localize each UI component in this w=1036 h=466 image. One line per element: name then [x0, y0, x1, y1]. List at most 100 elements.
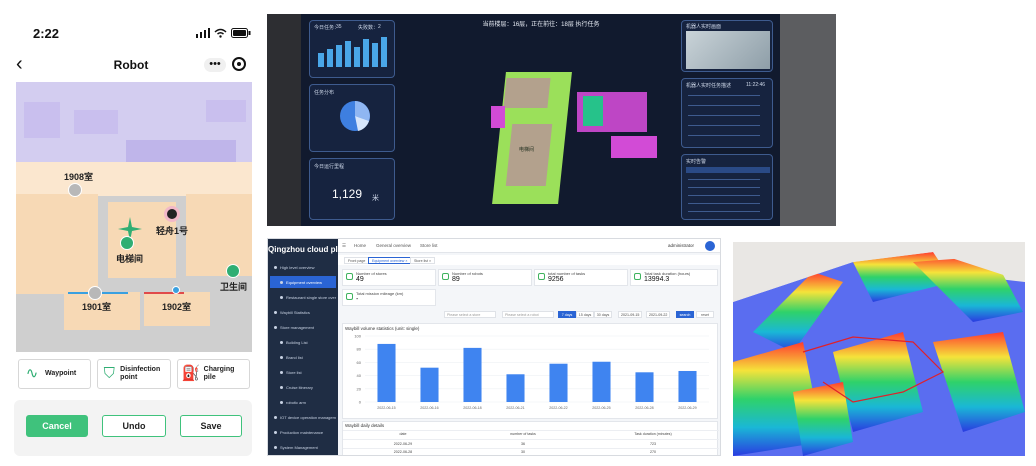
- tab-strip: Front page Equipment overview × Store li…: [338, 255, 720, 265]
- sidebar-item[interactable]: Production maintenance: [270, 426, 336, 438]
- desc-line: [688, 95, 760, 96]
- mileage-unit: 米: [372, 195, 379, 202]
- y-tick-label: 100: [354, 334, 361, 339]
- waybill-table: Waybill daily details date number of tas…: [342, 421, 719, 455]
- breadcrumb-home[interactable]: Home: [354, 243, 367, 248]
- tab-store-list[interactable]: Store list ×: [410, 257, 436, 264]
- sidebar-item[interactable]: System Management: [270, 441, 336, 453]
- label-room-1902: 1902室: [162, 302, 192, 312]
- mini-bar: [336, 45, 342, 67]
- chart-bar[interactable]: [592, 361, 611, 402]
- mini-bar-chart: [318, 37, 390, 67]
- range-30-days-button[interactable]: 30 days: [594, 311, 612, 318]
- chart-bar[interactable]: [463, 347, 482, 402]
- user-name[interactable]: administrator: [668, 243, 695, 248]
- waypoint-button[interactable]: ∿ Waypoint: [18, 359, 92, 389]
- floor-map[interactable]: 1908室 轻舟1号 电梯间 卫生间 1901室 1902室: [16, 82, 252, 352]
- charging-pile-button[interactable]: ⛽ Charging pile: [176, 359, 250, 389]
- table-divider: [343, 430, 719, 431]
- table-cell: 723: [650, 442, 656, 446]
- sidebar-item[interactable]: High level overview: [270, 261, 336, 273]
- task-icon: [538, 273, 545, 280]
- waypoint-icon: ∿: [25, 365, 39, 382]
- robot-marker-icon[interactable]: [164, 206, 180, 222]
- fail-label: 失败数：: [358, 25, 379, 31]
- sidebar-item-label: Equipment overview: [286, 279, 323, 285]
- pie-title: 任务分布: [314, 90, 335, 96]
- chart-bar[interactable]: [506, 374, 525, 402]
- mini-bar: [372, 43, 378, 67]
- disinfection-point-button[interactable]: ⛉ Disinfection point: [97, 359, 171, 389]
- table-divider: [343, 448, 719, 449]
- more-dots-icon[interactable]: •••: [204, 58, 226, 72]
- chart-bar[interactable]: [420, 367, 439, 402]
- tab-equipment-overview[interactable]: Equipment overview ×: [368, 257, 412, 264]
- battery-icon: [231, 28, 251, 38]
- date-start-field[interactable]: 2021-09-15: [618, 311, 642, 318]
- y-tick-label: 80: [357, 347, 362, 352]
- map-desk-block: [74, 110, 118, 134]
- avatar[interactable]: [705, 241, 715, 251]
- reset-button[interactable]: reset: [696, 311, 714, 318]
- sidebar-item-label: High level overview: [280, 264, 315, 270]
- date-end-field[interactable]: 2021-09-22: [646, 311, 670, 318]
- breadcrumb-overview[interactable]: General overview: [376, 243, 412, 248]
- menu-bullet-icon: [274, 430, 277, 434]
- chart-bar[interactable]: [635, 372, 654, 402]
- chart-bar[interactable]: [549, 363, 568, 402]
- sidebar-item[interactable]: Store management: [270, 321, 336, 333]
- sidebar-item[interactable]: Restaurant single store overview: [270, 291, 336, 303]
- sidebar-item[interactable]: Building List: [270, 336, 336, 348]
- table-cell: 30: [521, 450, 525, 454]
- table-header-tasks: number of tasks: [510, 432, 536, 436]
- mileage-icon: [346, 293, 353, 300]
- menu-bullet-icon: [280, 280, 283, 284]
- alarm-row: [688, 211, 760, 212]
- breadcrumb-store-list[interactable]: Store list: [420, 243, 438, 248]
- mini-bar: [345, 41, 351, 67]
- back-chevron-icon[interactable]: ‹: [16, 53, 23, 75]
- map-desk-block: [206, 100, 246, 122]
- sidebar-item[interactable]: Waybill Statistics: [270, 306, 336, 318]
- desc-line: [688, 115, 760, 116]
- point-type-row: ∿ Waypoint ⛉ Disinfection point ⛽ Chargi…: [18, 359, 250, 389]
- cancel-button[interactable]: Cancel: [26, 415, 88, 437]
- task-description-panel: 机器人实时任务描述 11:22:46: [681, 78, 773, 148]
- x-tick-label: 2022-06-15: [377, 406, 395, 410]
- stat-card-tasks: total number of tasks 9256: [534, 269, 628, 286]
- table-title: Waybill daily details: [345, 423, 385, 428]
- mileage-panel: 今日运行里程 1,129 米: [309, 158, 395, 220]
- desc-line: [688, 105, 760, 106]
- sidebar-item[interactable]: IOT device operation management: [270, 411, 336, 423]
- menu-toggle-icon[interactable]: ☰: [342, 243, 347, 248]
- chart-bar[interactable]: [678, 370, 697, 402]
- x-tick-label: 2022-06-25: [592, 406, 610, 410]
- screen-header: 当前楼层：16层，正在前往：18层 执行任务: [482, 22, 600, 28]
- sidebar-item-label: Waybill Statistics: [280, 309, 310, 315]
- label-elevator: 电梯间: [116, 254, 144, 264]
- stat-card-stores: Number of stores 49: [342, 269, 436, 286]
- robot-select[interactable]: Please select a robot: [502, 311, 554, 318]
- sidebar-item[interactable]: Brand list: [270, 351, 336, 363]
- task-distribution-panel: 任务分布: [309, 84, 395, 152]
- x-tick-label: 2022-06-22: [549, 406, 567, 410]
- search-button[interactable]: search: [676, 311, 694, 318]
- table-cell: 2022-06-28: [393, 450, 413, 454]
- plan-room: [503, 78, 551, 108]
- chart-bar[interactable]: [377, 343, 396, 402]
- map-desk-block: [126, 140, 236, 166]
- save-button[interactable]: Save: [180, 415, 242, 437]
- tab-front-page[interactable]: Front page: [344, 257, 370, 264]
- target-icon[interactable]: [232, 57, 246, 71]
- menu-bullet-icon: [274, 265, 277, 269]
- sidebar-item[interactable]: robotic arm: [270, 396, 336, 408]
- status-icons: [196, 28, 251, 38]
- sidebar-item[interactable]: Equipment overview: [270, 276, 336, 288]
- sidebar-item[interactable]: Cruise itinerary: [270, 381, 336, 393]
- undo-button[interactable]: Undo: [102, 415, 166, 437]
- range-15-days-button[interactable]: 15 days: [576, 311, 594, 318]
- alarm-table-header: [686, 167, 770, 173]
- store-select[interactable]: Please select a store: [444, 311, 496, 318]
- sidebar-item[interactable]: Store list: [270, 366, 336, 378]
- range-7-days-button[interactable]: 7 days: [558, 311, 576, 318]
